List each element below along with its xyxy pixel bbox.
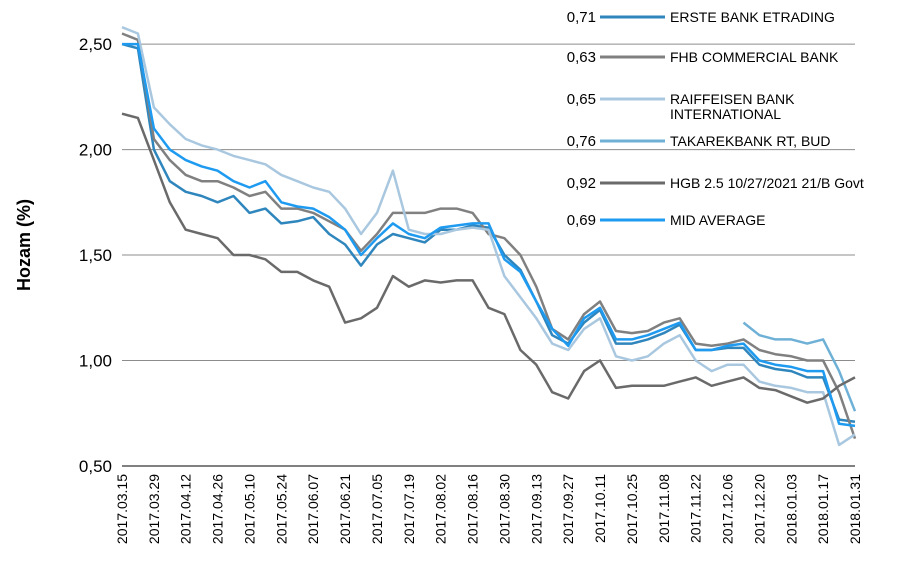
legend-label: HGB 2.5 10/27/2021 21/B Govt <box>670 175 864 191</box>
x-tick-label: 2018.01.17 <box>815 474 831 544</box>
x-tick-label: 2017.07.19 <box>401 474 417 544</box>
y-axis-title: Hozam (%) <box>14 199 34 291</box>
legend-value: 0,71 <box>566 9 596 26</box>
legend-value: 0,65 <box>566 91 596 108</box>
legend-value: 0,76 <box>566 133 596 150</box>
x-tick-label: 2017.12.06 <box>720 474 736 544</box>
x-tick-label: 2017.03.15 <box>114 474 130 544</box>
x-tick-label: 2017.08.16 <box>465 474 481 544</box>
series-line <box>121 112 856 404</box>
x-tick-label: 2017.09.13 <box>528 474 544 544</box>
series-line <box>122 42 856 428</box>
series-line <box>121 42 856 423</box>
x-tick-label: 2017.12.20 <box>751 474 767 544</box>
x-tick-label: 2018.01.31 <box>847 474 863 544</box>
y-tick-label: 2,50 <box>79 35 112 54</box>
series-line <box>121 26 856 447</box>
x-tick-label: 2017.10.11 <box>592 474 608 543</box>
y-tick-label: 1,50 <box>79 246 112 265</box>
x-tick-label: 2017.10.25 <box>624 474 640 544</box>
x-tick-label: 2017.11.08 <box>656 474 672 543</box>
series-line <box>742 321 857 412</box>
x-tick-label: 2017.08.02 <box>433 474 449 544</box>
x-tick-label: 2018.01.03 <box>783 474 799 544</box>
x-tick-label: 2017.06.07 <box>305 474 321 544</box>
x-tick-label: 2017.11.22 <box>688 474 704 543</box>
legend-value: 0,63 <box>566 49 596 66</box>
legend-label: RAIFFEISEN BANK INTERNATIONAL <box>670 91 795 122</box>
legend-value: 0,92 <box>566 175 596 192</box>
y-tick-label: 0,50 <box>79 457 112 476</box>
x-tick-label: 2017.06.21 <box>337 474 353 544</box>
x-tick-label: 2017.09.27 <box>560 474 576 544</box>
legend-label: TAKAREKBANK RT, BUD <box>670 133 831 149</box>
legend-label: ERSTE BANK ETRADING <box>670 9 835 25</box>
legend-value: 0,69 <box>566 212 596 229</box>
x-tick-label: 2017.03.29 <box>146 474 162 544</box>
legend-label: MID AVERAGE <box>670 212 766 228</box>
y-tick-label: 2,00 <box>79 141 112 160</box>
x-tick-label: 2017.04.26 <box>210 474 226 544</box>
x-tick-label: 2017.08.30 <box>496 474 512 544</box>
x-tick-label: 2017.05.10 <box>241 474 257 544</box>
y-tick-label: 1,00 <box>79 352 112 371</box>
x-tick-label: 2017.07.05 <box>369 474 385 544</box>
x-tick-label: 2017.04.12 <box>178 474 194 544</box>
x-tick-label: 2017.05.24 <box>273 474 289 544</box>
legend-label: FHB COMMERCIAL BANK <box>670 49 839 65</box>
series-line <box>121 32 857 440</box>
